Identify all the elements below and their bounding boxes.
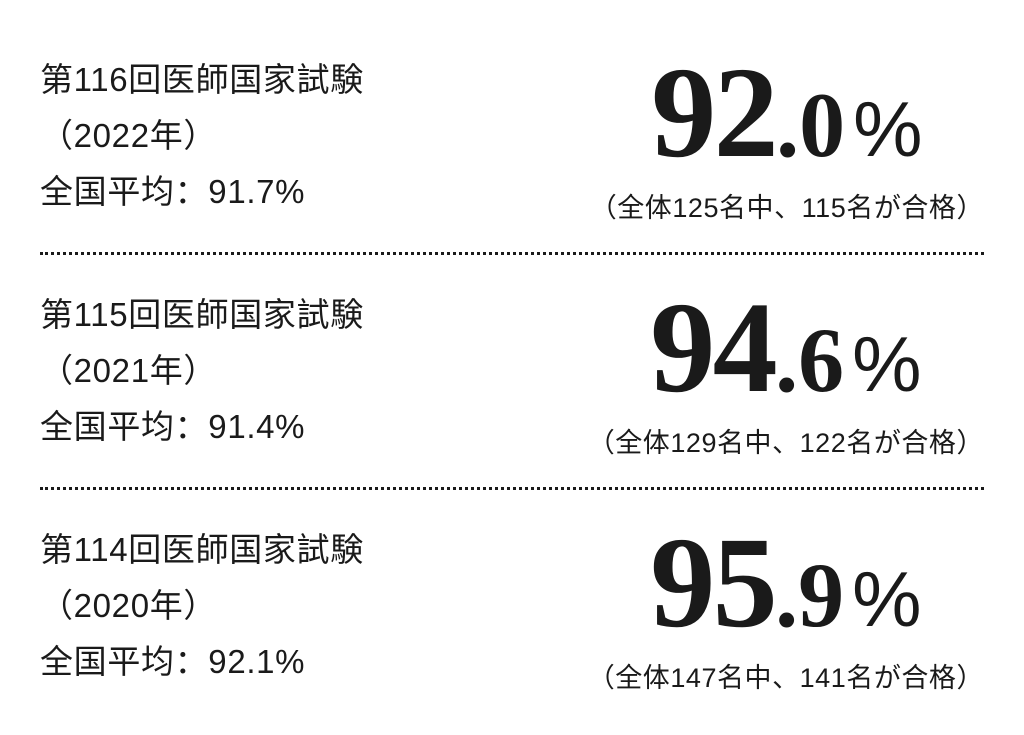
exam-row-114: 第114回医師国家試験 （2020年） 全国平均：92.1% 95 . 9 % … xyxy=(40,490,984,722)
pass-rate-fraction: 9 xyxy=(798,549,844,641)
pass-detail: （全体125名中、115名が合格） xyxy=(590,186,984,225)
exam-result: 94 . 6 % （全体129名中、122名が合格） xyxy=(588,283,984,460)
national-average: 全国平均：91.7% xyxy=(40,164,364,220)
exam-info: 第114回医師国家試験 （2020年） 全国平均：92.1% xyxy=(40,522,364,690)
exam-row-115: 第115回医師国家試験 （2021年） 全国平均：91.4% 94 . 6 % … xyxy=(40,255,984,487)
national-average: 全国平均：91.4% xyxy=(40,399,364,455)
pass-rate-fraction: 6 xyxy=(798,314,844,406)
pass-rate-unit: % xyxy=(853,90,922,168)
pass-rate-dot: . xyxy=(776,79,799,171)
national-average: 全国平均：92.1% xyxy=(40,634,364,690)
pass-rate: 94 . 6 % xyxy=(588,283,984,413)
pass-rate-integer: 94 xyxy=(650,283,775,413)
exam-info: 第115回医師国家試験 （2021年） 全国平均：91.4% xyxy=(40,287,364,455)
pass-detail: （全体129名中、122名が合格） xyxy=(588,421,984,460)
exam-title: 第115回医師国家試験 xyxy=(40,287,364,343)
pass-rate-fraction: 0 xyxy=(799,79,845,171)
pass-rate: 95 . 9 % xyxy=(588,518,984,648)
pass-rate-integer: 92 xyxy=(651,48,776,178)
exam-title: 第116回医師国家試験 xyxy=(40,52,364,108)
pass-rate-dot: . xyxy=(775,314,798,406)
pass-rate: 92 . 0 % xyxy=(590,48,984,178)
exam-year: （2020年） xyxy=(40,578,364,634)
pass-rate-unit: % xyxy=(852,560,921,638)
pass-detail: （全体147名中、141名が合格） xyxy=(588,656,984,695)
exam-result: 95 . 9 % （全体147名中、141名が合格） xyxy=(588,518,984,695)
exam-title: 第114回医師国家試験 xyxy=(40,522,364,578)
pass-rate-unit: % xyxy=(852,325,921,403)
exam-year: （2022年） xyxy=(40,108,364,164)
exam-result: 92 . 0 % （全体125名中、115名が合格） xyxy=(590,48,984,225)
pass-rate-dot: . xyxy=(775,549,798,641)
exam-row-116: 第116回医師国家試験 （2022年） 全国平均：91.7% 92 . 0 % … xyxy=(40,20,984,252)
pass-rate-integer: 95 xyxy=(650,518,775,648)
exam-info: 第116回医師国家試験 （2022年） 全国平均：91.7% xyxy=(40,52,364,220)
exam-year: （2021年） xyxy=(40,343,364,399)
